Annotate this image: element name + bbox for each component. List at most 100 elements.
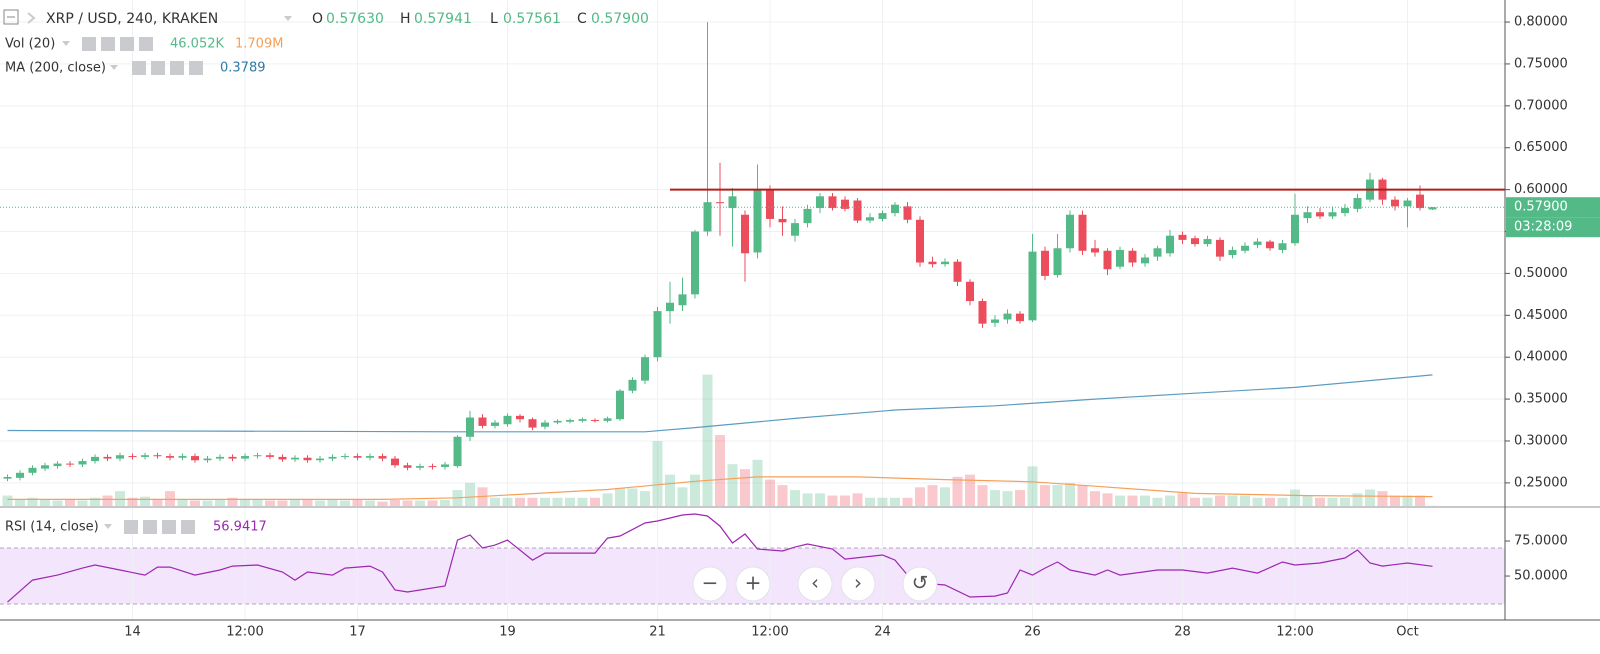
volume-bar: [2, 495, 13, 506]
candle-body: [241, 456, 249, 459]
volume-bar: [565, 497, 575, 506]
countdown-box: [1506, 217, 1600, 238]
svg-text:↺: ↺: [912, 571, 929, 595]
candle-body: [766, 189, 774, 219]
volume-bar: [902, 497, 913, 506]
candle-body: [853, 200, 862, 221]
volume-bar: [52, 500, 63, 506]
candle-body: [541, 422, 549, 427]
volume-bar: [752, 459, 763, 506]
y-tick-label: 0.75000: [1514, 56, 1568, 71]
volume-bar: [1015, 490, 1025, 506]
study-icons[interactable]: [82, 37, 153, 51]
volume-bar: [402, 500, 413, 506]
dropdown-arrow[interactable]: [104, 524, 112, 529]
volume-bar: [1265, 497, 1275, 506]
study-icons[interactable]: [124, 520, 195, 534]
candle-body: [103, 456, 112, 459]
dropdown-arrow[interactable]: [62, 41, 70, 46]
candle-body: [1203, 239, 1212, 245]
scroll-right-button[interactable]: ›: [840, 566, 876, 602]
y-tick-label: 0.30000: [1514, 433, 1568, 448]
dropdown-arrow[interactable]: [110, 65, 118, 70]
candle-body: [1403, 200, 1412, 207]
volume-bar: [815, 493, 825, 506]
candle-body: [1391, 199, 1399, 207]
candle-body: [728, 196, 737, 209]
candle-body: [91, 456, 99, 462]
volume-bar: [890, 497, 900, 506]
ohlc-key: L: [490, 11, 498, 27]
study-icons[interactable]: [132, 61, 203, 75]
candle-body: [1028, 251, 1037, 321]
candle-body: [141, 455, 149, 457]
volume-bar: [1052, 485, 1063, 506]
volume-bar: [152, 498, 163, 506]
candle-body: [891, 204, 899, 214]
zoom-out-button[interactable]: −: [692, 566, 728, 602]
ma-value: 0.3789: [220, 61, 266, 76]
candle-body: [353, 456, 362, 458]
volume-bar: [602, 493, 613, 506]
candle-body: [828, 196, 837, 209]
candle-body: [16, 472, 24, 478]
candle-body: [978, 301, 987, 324]
volume-bar: [252, 499, 263, 506]
candle-body: [128, 456, 137, 458]
reset-button[interactable]: ↺: [902, 566, 938, 602]
candle-body: [1103, 250, 1112, 270]
ohlc-key: H: [400, 11, 411, 27]
candle-body: [653, 311, 662, 358]
candle-body: [1228, 249, 1237, 255]
candle-body: [841, 199, 849, 209]
candle-body: [53, 463, 62, 467]
candle-body: [366, 456, 374, 458]
volume-bar: [1177, 493, 1188, 506]
volume-bar: [540, 497, 550, 506]
candle-body: [453, 436, 462, 467]
volume-bar: [1065, 482, 1075, 506]
volume-bar: [1127, 495, 1138, 506]
x-tick-label: Oct: [1396, 625, 1418, 640]
candle-body: [716, 202, 724, 204]
volume-bar: [77, 500, 88, 506]
volume-bar: [965, 474, 975, 506]
candle-body: [478, 417, 487, 426]
dropdown-arrow[interactable]: [284, 16, 292, 21]
zoom-in-button[interactable]: +: [735, 566, 771, 602]
candle-body: [403, 465, 412, 468]
candle-body: [778, 218, 787, 223]
candle-body: [1078, 214, 1087, 251]
rsi-line: [7, 513, 1433, 603]
candle-body: [1303, 212, 1312, 219]
last-price-label: 0.57900: [1514, 200, 1568, 215]
volume-bar: [302, 498, 313, 506]
candle-body: [116, 455, 124, 459]
candle-body: [503, 415, 512, 425]
volume-bar: [790, 490, 800, 506]
volume-bar: [977, 485, 988, 506]
volume-bar: [1390, 495, 1400, 506]
candle-body: [341, 456, 349, 458]
candle-body: [1353, 197, 1362, 209]
y-tick-label: 0.45000: [1514, 308, 1568, 323]
volume-bar: [15, 499, 25, 506]
volume-bar: [1277, 497, 1288, 506]
volume-bar: [1340, 497, 1350, 506]
y-tick-label: 0.25000: [1514, 475, 1568, 490]
candle-body: [703, 202, 712, 232]
candle-body: [941, 261, 949, 265]
volume-bar: [190, 500, 200, 506]
volume-bar: [490, 497, 500, 506]
volume-bar: [115, 491, 125, 506]
volume-bar: [590, 497, 600, 506]
collapse-icon[interactable]: [3, 9, 19, 25]
volume-bar: [202, 500, 213, 506]
candle-body: [803, 208, 812, 224]
volume-bar: [365, 500, 375, 506]
candle-body: [1341, 208, 1349, 214]
volume-bar: [165, 491, 175, 506]
candle-body: [391, 458, 399, 466]
scroll-left-button[interactable]: ‹: [797, 566, 833, 602]
candle-body: [691, 231, 699, 295]
